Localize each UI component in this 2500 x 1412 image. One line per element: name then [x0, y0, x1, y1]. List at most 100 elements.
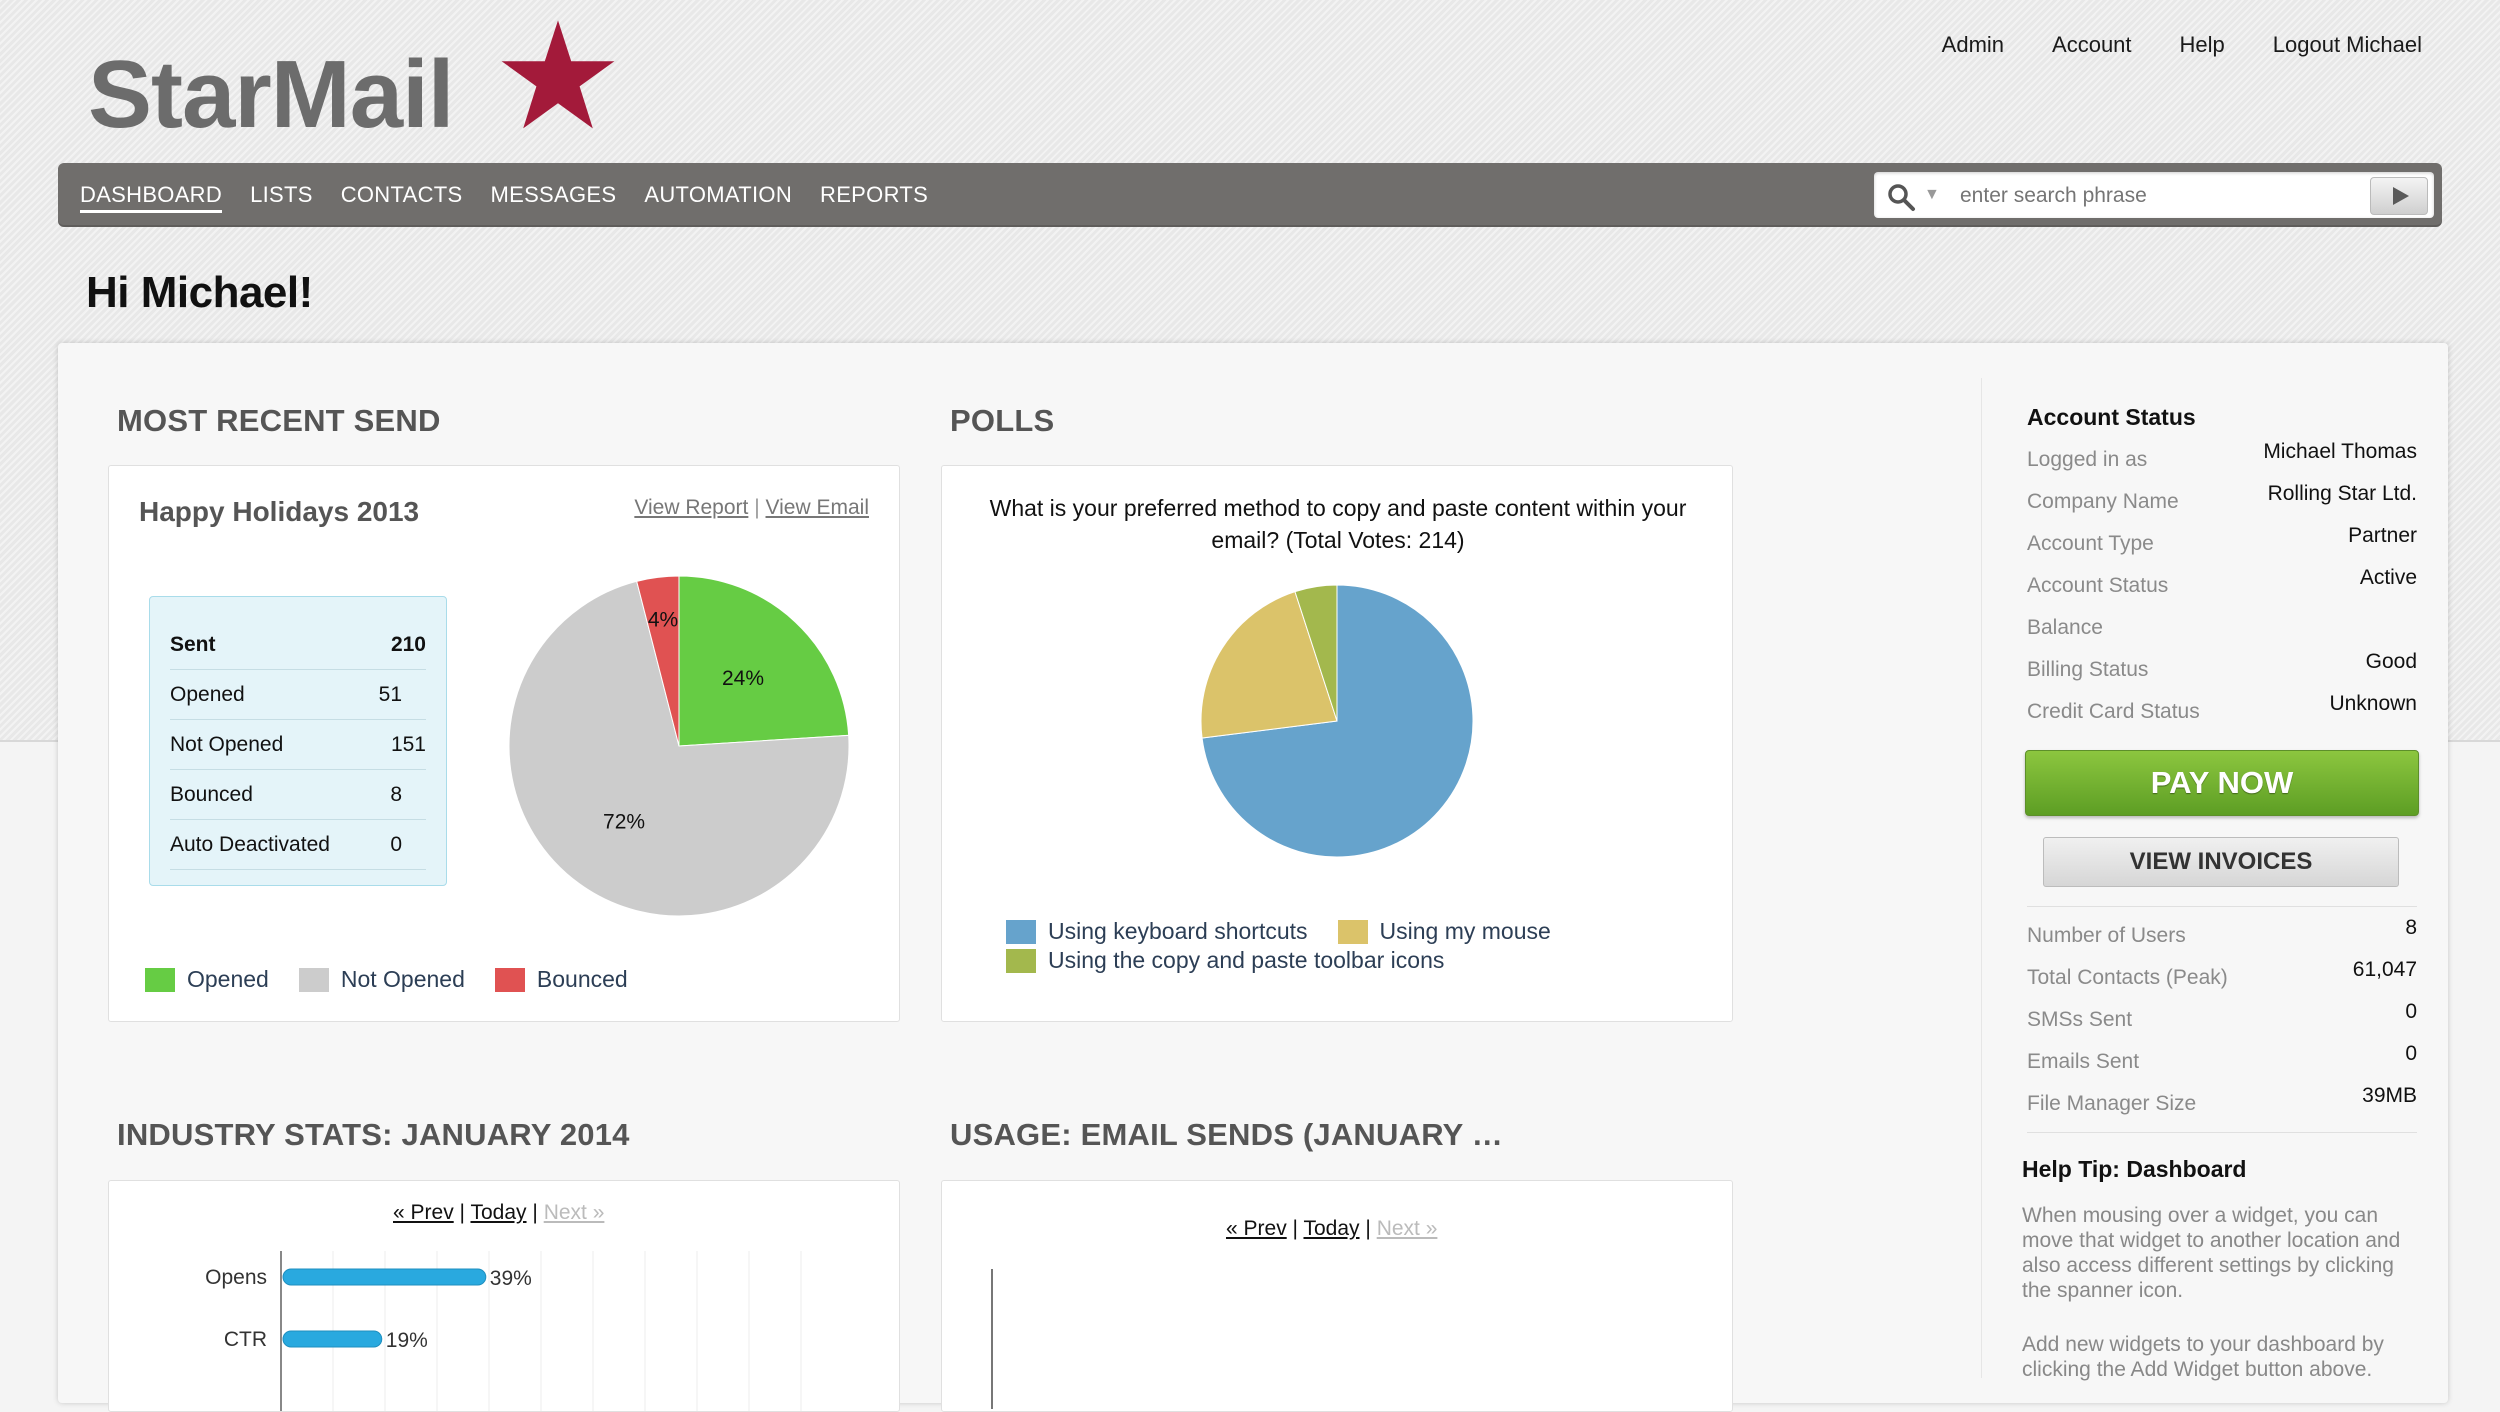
bar[interactable]: [282, 1268, 487, 1286]
search-icon[interactable]: [1886, 182, 1916, 212]
legend-swatch: [494, 967, 525, 992]
help-link[interactable]: Help: [2179, 32, 2225, 57]
prev-link[interactable]: « Prev: [1226, 1217, 1287, 1240]
usage-row: SMSs Sent 0: [2027, 1000, 2417, 1040]
legend-label: Bounced: [536, 966, 628, 992]
nav-lists[interactable]: LISTS: [250, 182, 313, 207]
stat-label: Bounced: [170, 783, 253, 806]
pay-now-button[interactable]: PAY NOW: [2025, 750, 2419, 816]
stat-value: 210: [390, 633, 426, 656]
pie-slice[interactable]: [678, 575, 850, 747]
bar[interactable]: [282, 1330, 383, 1348]
search-submit-button[interactable]: [2370, 177, 2428, 215]
view-invoices-button[interactable]: VIEW INVOICES: [2043, 837, 2399, 887]
top-links: Admin Account Help Logout Michael: [1942, 32, 2422, 58]
legend-label: Using the copy and paste toolbar icons: [1048, 947, 1445, 973]
send-pie-chart: 24% 72% 4%: [508, 575, 850, 917]
account-row-value: Michael Thomas: [2263, 440, 2417, 463]
account-row: Balance: [2027, 608, 2417, 648]
polls-title: POLLS: [950, 403, 1055, 438]
usage-row-value: 39MB: [2362, 1084, 2417, 1107]
bar-value-label: 19%: [386, 1329, 428, 1352]
admin-link[interactable]: Admin: [1941, 32, 2005, 57]
usage-row: Emails Sent 0: [2027, 1042, 2417, 1082]
pie-slice[interactable]: [1201, 584, 1474, 858]
star-icon: [501, 20, 615, 129]
nav-contacts[interactable]: CONTACTS: [340, 182, 463, 207]
legend-swatch: [298, 967, 329, 992]
account-row-label: Company Name: [2027, 490, 2179, 513]
nav-automation[interactable]: AUTOMATION: [644, 182, 793, 207]
logo-text: StarMail: [88, 41, 454, 148]
industry-bar-chart: Opens 39% CTR 19%: [205, 1251, 802, 1411]
stats-row: Not Opened 151: [170, 721, 426, 770]
greeting-heading: Hi Michael!: [86, 268, 313, 317]
pager-separator: |: [1365, 1217, 1371, 1240]
usage-row: File Manager Size 39MB: [2027, 1084, 2417, 1124]
account-row-value: Unknown: [2329, 692, 2417, 715]
account-row: Logged in as Michael Thomas: [2027, 440, 2417, 480]
usage-pager: « Prev | Today | Next »: [1226, 1217, 1437, 1241]
view-email-link[interactable]: View Email: [765, 496, 869, 519]
search-box: ▼: [1874, 172, 2434, 218]
poll-legend-row-1: Using keyboard shortcuts Using my mouse: [1006, 918, 1581, 945]
account-row-value: Rolling Star Ltd.: [2267, 482, 2417, 505]
search-options-chevron-icon[interactable]: ▼: [1924, 186, 1940, 203]
account-row-label: Balance: [2027, 616, 2103, 639]
usage-row-label: Emails Sent: [2027, 1050, 2140, 1073]
legend-swatch: [1006, 948, 1036, 973]
pie-slice[interactable]: [508, 580, 850, 917]
pie-slice[interactable]: [1200, 591, 1338, 739]
account-link[interactable]: Account: [2052, 32, 2132, 57]
poll-legend-row-2: Using the copy and paste toolbar icons: [1006, 947, 1474, 974]
account-row: Company Name Rolling Star Ltd.: [2027, 482, 2417, 522]
help-divider: [2027, 1132, 2417, 1133]
account-row-label: Logged in as: [2027, 448, 2148, 471]
pie-slice[interactable]: [1294, 584, 1338, 722]
pie-slice-label: 24%: [722, 667, 764, 690]
pie-slice-label: 72%: [603, 811, 645, 834]
stats-row: Opened 51: [170, 671, 426, 720]
next-link[interactable]: Next »: [1376, 1217, 1438, 1240]
usage-row-value: 8: [2405, 916, 2417, 939]
stat-label: Opened: [170, 683, 245, 706]
nav-messages[interactable]: MESSAGES: [490, 182, 617, 207]
account-row-label: Credit Card Status: [2027, 700, 2200, 723]
legend-swatch: [1006, 919, 1036, 944]
account-status-title: Account Status: [2027, 404, 2196, 430]
stat-label: Auto Deactivated: [170, 833, 330, 856]
account-row-label: Account Status: [2027, 574, 2169, 597]
bar-value-label: 39%: [490, 1267, 532, 1290]
prev-link[interactable]: « Prev: [393, 1201, 454, 1224]
usage-row-label: Number of Users: [2027, 924, 2186, 947]
stat-value: 51: [378, 683, 402, 706]
send-links: View Report | View Email: [634, 496, 869, 520]
stat-value: 151: [390, 733, 426, 756]
usage-row-value: 0: [2405, 1000, 2417, 1023]
help-tip-text: When mousing over a widget, you can move…: [2022, 1204, 2401, 1302]
legend-label: Using keyboard shortcuts: [1048, 918, 1308, 944]
usage-row-label: SMSs Sent: [2027, 1008, 2133, 1031]
main-nav: DASHBOARD LISTS CONTACTS MESSAGES AUTOMA…: [58, 163, 2442, 227]
polls-widget: What is your preferred method to copy an…: [941, 465, 1733, 1022]
stat-label: Sent: [170, 633, 216, 656]
logout-link[interactable]: Logout Michael: [2272, 32, 2422, 57]
help-tip-title: Help Tip: Dashboard: [2022, 1156, 2247, 1182]
usage-chart-axis: [991, 1269, 993, 1409]
account-divider: [2027, 906, 2417, 907]
usage-title: USAGE: EMAIL SENDS (JANUARY …: [950, 1117, 1503, 1152]
next-link[interactable]: Next »: [543, 1201, 605, 1224]
nav-reports[interactable]: REPORTS: [820, 182, 929, 207]
help-tip-text-2: Add new widgets to your dashboard by cli…: [2022, 1333, 2384, 1381]
legend-label: Opened: [187, 966, 269, 992]
view-report-link[interactable]: View Report: [634, 496, 749, 519]
pie-slice[interactable]: [636, 575, 680, 747]
nav-dashboard[interactable]: DASHBOARD: [80, 178, 223, 213]
today-link[interactable]: Today: [1303, 1217, 1360, 1240]
today-link[interactable]: Today: [470, 1201, 527, 1224]
send-stats-table: Sent 210 Opened 51 Not Opened 151 Bounce…: [149, 596, 447, 886]
stats-row: Auto Deactivated 0: [170, 821, 426, 870]
account-row: Account Type Partner: [2027, 524, 2417, 564]
search-input[interactable]: [1958, 178, 2342, 214]
account-row-value: Partner: [2348, 524, 2417, 547]
